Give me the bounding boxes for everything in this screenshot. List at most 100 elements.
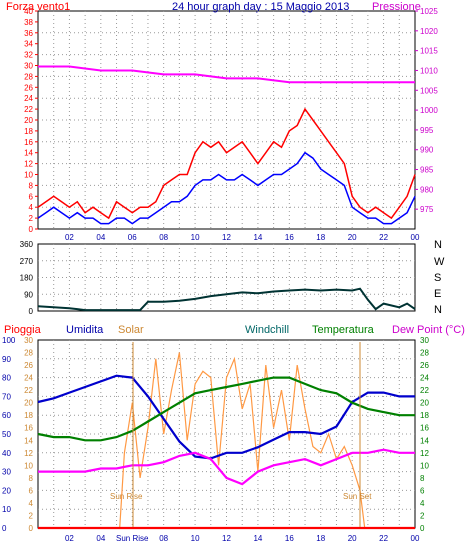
wind-x-tick: 02 xyxy=(65,233,74,242)
temperature-y-tick: 16 xyxy=(420,424,429,433)
wind-grid xyxy=(38,11,415,229)
temp-x-tick: 14 xyxy=(253,534,262,543)
direction-y-tick-labels: 0 90 180 270 360 xyxy=(20,240,34,316)
wind-x-tick: 06 xyxy=(128,233,137,242)
direction-y-tick: 270 xyxy=(20,257,34,266)
wind-x-tick: 00 xyxy=(411,233,420,242)
solar-y-tick: 8 xyxy=(29,474,34,483)
temperature-y-tick: 20 xyxy=(420,399,429,408)
temp-x-tick: 16 xyxy=(285,534,294,543)
temp-grid xyxy=(38,340,415,528)
pressure-axis-label: Pressione xyxy=(372,1,421,13)
temperature-y-tick: 18 xyxy=(420,411,429,420)
solar-y-tick: 0 xyxy=(29,524,34,533)
solar-y-tick: 28 xyxy=(24,349,33,358)
wind-y-tick: 28 xyxy=(24,72,33,81)
wind-y-tick: 40 xyxy=(24,7,33,16)
temperature-y-tick: 12 xyxy=(420,449,429,458)
pressure-y-tick: 1000 xyxy=(420,106,438,115)
humidity-y-tick: 100 xyxy=(2,336,16,345)
wind-y-tick: 12 xyxy=(24,160,33,169)
pressure-y-tick: 1015 xyxy=(420,47,438,56)
humidity-y-tick: 80 xyxy=(2,374,11,383)
temperature-y-tick: 30 xyxy=(420,336,429,345)
solar-y-tick: 2 xyxy=(29,511,34,520)
wind-y-tick: 16 xyxy=(24,138,33,147)
wind-y-tick: 2 xyxy=(29,214,34,223)
temperature-y-tick: 24 xyxy=(420,374,429,383)
series-pressure xyxy=(38,65,415,84)
wind-series xyxy=(37,65,416,225)
compass-label: E xyxy=(434,288,441,300)
direction-y-tick: 90 xyxy=(24,290,33,299)
rain-label: Pioggia xyxy=(4,324,42,336)
solar-y-tick: 16 xyxy=(24,424,33,433)
compass-label: N xyxy=(434,239,442,251)
wind-x-tick: 08 xyxy=(159,233,168,242)
pressure-y-tick: 1025 xyxy=(420,7,438,16)
chart-title: 24 hour graph day : 15 Maggio 2013 xyxy=(172,1,349,13)
wind-y-tick: 20 xyxy=(24,116,33,125)
temp-x-tick: 20 xyxy=(348,534,357,543)
wind-y-tick: 26 xyxy=(24,83,33,92)
series-temperature xyxy=(37,376,415,442)
temp-x-tick: 22 xyxy=(379,534,388,543)
temperature-y-tick: 28 xyxy=(420,349,429,358)
pressure-y-tick: 990 xyxy=(420,146,434,155)
series-solar xyxy=(119,352,366,529)
wind-x-tick: 12 xyxy=(222,233,231,242)
pressure-y-tick: 975 xyxy=(420,205,434,214)
wind-y-tick: 22 xyxy=(24,105,33,114)
solar-y-tick: 22 xyxy=(24,386,33,395)
temperature-y-tick: 8 xyxy=(420,474,425,483)
humidity-y-tick: 60 xyxy=(2,411,11,420)
wind-x-tick: 18 xyxy=(316,233,325,242)
wind-y-tick: 32 xyxy=(24,51,33,60)
wind-x-tick: 14 xyxy=(253,233,262,242)
pressure-y-tick: 1010 xyxy=(420,66,438,75)
series-direction xyxy=(37,287,416,312)
temp-x-tick: 00 xyxy=(411,534,420,543)
pressure-y-tick: 980 xyxy=(420,185,434,194)
humidity-y-tick: 40 xyxy=(2,449,11,458)
temp-x-tick: 04 xyxy=(96,534,105,543)
humidity-y-tick-labels: 0 10 20 30 40 50 60 70 80 90 100 xyxy=(2,336,16,533)
wind-y-tick: 30 xyxy=(24,62,33,71)
wind-y-tick: 0 xyxy=(29,225,34,234)
solar-y-tick: 18 xyxy=(24,411,33,420)
solar-y-tick: 14 xyxy=(24,436,33,445)
series-gust xyxy=(37,107,416,220)
temperature-y-tick: 22 xyxy=(420,386,429,395)
temp-x-tick-labels: 02 04 Sun Rise 08 10 12 14 16 18 20 22 00 xyxy=(65,534,420,543)
humidity-y-tick: 10 xyxy=(2,505,11,514)
temperature-y-tick: 4 xyxy=(420,499,425,508)
humidity-y-tick: 20 xyxy=(2,486,11,495)
wind-y-tick: 24 xyxy=(24,94,33,103)
series-wind xyxy=(37,151,416,225)
wind-x-tick-labels: 02 04 06 08 10 12 14 16 18 20 22 00 xyxy=(65,233,420,242)
direction-y-tick: 360 xyxy=(20,240,34,249)
solar-y-tick: 30 xyxy=(24,336,33,345)
compass-label: N xyxy=(434,304,442,316)
temperature-y-tick: 14 xyxy=(420,436,429,445)
solar-y-tick: 26 xyxy=(24,361,33,370)
wind-y-tick: 38 xyxy=(24,18,33,27)
solar-label: Solar xyxy=(118,324,144,336)
temp-x-tick: 18 xyxy=(316,534,325,543)
humidity-y-tick: 0 xyxy=(2,524,7,533)
temperature-label: Temperatura xyxy=(312,324,375,336)
wind-y-tick: 36 xyxy=(24,29,33,38)
compass-label: W xyxy=(434,256,445,268)
humidity-y-tick: 90 xyxy=(2,355,11,364)
dewpoint-label: Dew Point (°C) xyxy=(392,324,465,336)
temperature-y-tick: 26 xyxy=(420,361,429,370)
temp-x-tick: 08 xyxy=(159,534,168,543)
wind-y-tick: 18 xyxy=(24,127,33,136)
wind-y-tick: 6 xyxy=(29,192,34,201)
temp-x-tick: 10 xyxy=(191,534,200,543)
windchill-label: Windchill xyxy=(245,324,289,336)
